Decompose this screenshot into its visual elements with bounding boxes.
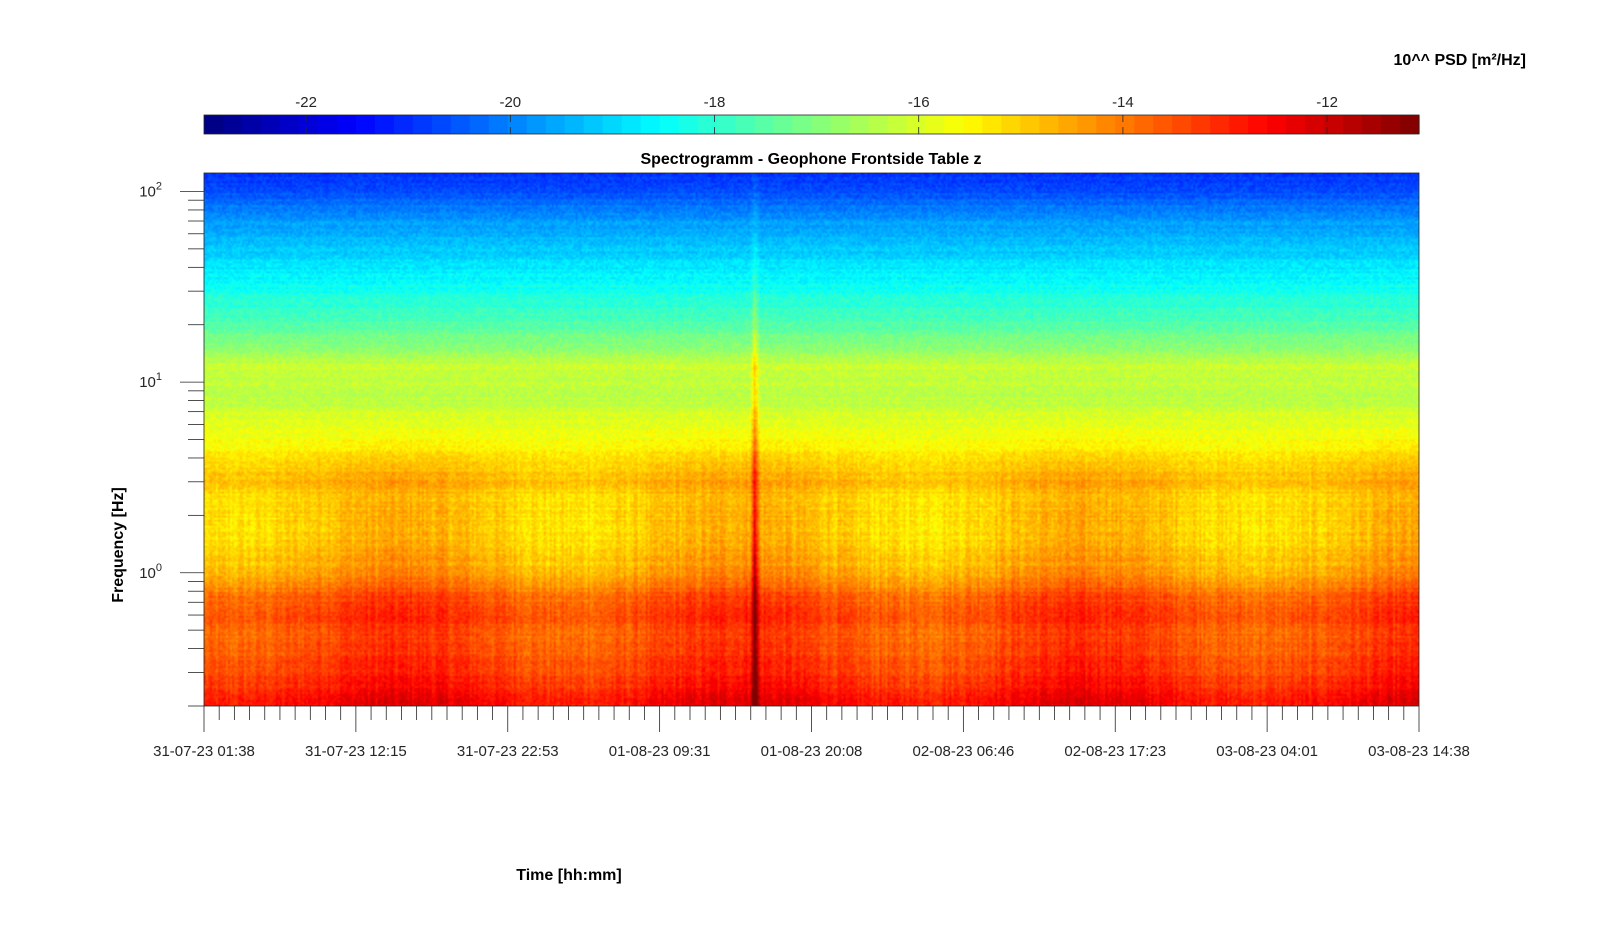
colorbar-swatch bbox=[355, 115, 376, 134]
colorbar-swatch bbox=[1210, 115, 1230, 134]
colorbar-swatch bbox=[469, 115, 490, 134]
colorbar-swatch bbox=[583, 115, 604, 134]
colorbar-tick-label: -18 bbox=[704, 94, 726, 111]
x-tick-label: 31-07-23 01:38 bbox=[153, 743, 255, 760]
colorbar-swatch bbox=[1058, 115, 1078, 134]
x-tick-label: 01-08-23 09:31 bbox=[609, 743, 711, 760]
colorbar-swatch bbox=[450, 115, 471, 134]
colorbar-swatch bbox=[716, 115, 737, 134]
colorbar-swatch bbox=[1039, 115, 1059, 134]
x-tick-label: 31-07-23 12:15 bbox=[305, 743, 407, 760]
colorbar-swatch bbox=[1324, 115, 1344, 134]
y-axis-label: Frequency [Hz] bbox=[110, 487, 127, 603]
colorbar-swatch bbox=[944, 115, 964, 134]
colorbar-swatch bbox=[507, 115, 528, 134]
x-axis: 31-07-23 01:38 31-07-23 12:15 31-07-23 22:… bbox=[153, 706, 1470, 760]
colorbar-swatch bbox=[678, 115, 699, 134]
colorbar-swatch bbox=[830, 115, 851, 134]
colorbar-swatch bbox=[204, 115, 224, 134]
x-axis-label: Time [hh:mm] bbox=[516, 867, 621, 884]
y-tick-label: 100 bbox=[139, 562, 162, 582]
colorbar-swatch bbox=[868, 115, 889, 134]
colorbar-swatch bbox=[754, 115, 775, 134]
y-tick-label: 101 bbox=[139, 371, 162, 391]
colorbar-swatch bbox=[1362, 115, 1382, 134]
colorbar-swatch bbox=[1305, 115, 1325, 134]
colorbar-swatch bbox=[1096, 115, 1116, 134]
colorbar-swatch bbox=[393, 115, 414, 134]
colorbar-swatch bbox=[1172, 115, 1192, 134]
colorbar-swatch bbox=[887, 115, 908, 134]
chart-title: Spectrogramm - Geophone Frontside Table … bbox=[640, 151, 981, 168]
colorbar-swatch bbox=[849, 115, 870, 134]
colorbar-swatch bbox=[1267, 115, 1287, 134]
x-tick-label: 31-07-23 22:53 bbox=[457, 743, 559, 760]
colorbar-swatch bbox=[279, 115, 300, 134]
x-tick-label: 03-08-23 14:38 bbox=[1368, 743, 1470, 760]
colorbar-swatch bbox=[602, 115, 623, 134]
x-tick-label: 03-08-23 04:01 bbox=[1216, 743, 1318, 760]
colorbar-swatch bbox=[640, 115, 661, 134]
x-tick-label: 02-08-23 17:23 bbox=[1064, 743, 1166, 760]
colorbar-swatch bbox=[1400, 115, 1420, 134]
colorbar-swatch bbox=[1229, 115, 1249, 134]
colorbar-swatch bbox=[431, 115, 452, 134]
colorbar-swatch bbox=[1248, 115, 1268, 134]
colorbar-swatch bbox=[1077, 115, 1097, 134]
y-axis: 100 101 102 bbox=[139, 180, 204, 707]
colorbar-swatch bbox=[811, 115, 832, 134]
colorbar-tick-label: -16 bbox=[908, 94, 930, 111]
colorbar-swatch bbox=[963, 115, 983, 134]
x-tick-label: 02-08-23 06:46 bbox=[913, 743, 1015, 760]
colorbar-swatch bbox=[298, 115, 319, 134]
colorbar-tick-label: -14 bbox=[1112, 94, 1134, 111]
colorbar-swatch bbox=[659, 115, 680, 134]
colorbar-swatch bbox=[241, 115, 262, 134]
colorbar-swatch bbox=[982, 115, 1002, 134]
colorbar-swatch bbox=[526, 115, 547, 134]
colorbar-swatch bbox=[1020, 115, 1040, 134]
colorbar-swatch bbox=[412, 115, 433, 134]
colorbar-swatch bbox=[336, 115, 357, 134]
colorbar-swatch bbox=[621, 115, 642, 134]
spectrogram-heatmap bbox=[204, 173, 1419, 706]
colorbar-swatch bbox=[1134, 115, 1154, 134]
colorbar: -22 -20 -18 -16 -14 -12 bbox=[203, 94, 1420, 135]
colorbar-swatch bbox=[488, 115, 509, 134]
colorbar-swatch bbox=[374, 115, 395, 134]
colorbar-swatch bbox=[773, 115, 794, 134]
colorbar-swatch bbox=[1286, 115, 1306, 134]
colorbar-swatch bbox=[906, 115, 926, 134]
colorbar-swatch bbox=[545, 115, 566, 134]
colorbar-swatch bbox=[925, 115, 945, 134]
colorbar-tick-label: -20 bbox=[499, 94, 521, 111]
y-tick-label: 102 bbox=[139, 180, 162, 200]
colorbar-swatch bbox=[697, 115, 718, 134]
colorbar-tick-label: -12 bbox=[1316, 94, 1338, 111]
colorbar-swatch bbox=[222, 115, 243, 134]
colorbar-swatch bbox=[1115, 115, 1135, 134]
colorbar-swatch bbox=[260, 115, 281, 134]
colorbar-swatch bbox=[1343, 115, 1363, 134]
colorbar-swatch bbox=[792, 115, 813, 134]
colorbar-frame bbox=[203, 114, 1420, 135]
colorbar-swatch bbox=[1153, 115, 1173, 134]
colorbar-swatch bbox=[1191, 115, 1211, 134]
spectrogram-plot-area bbox=[203, 172, 1420, 707]
colorbar-swatch bbox=[1001, 115, 1021, 134]
colorbar-swatch bbox=[317, 115, 338, 134]
colorbar-swatch bbox=[735, 115, 756, 134]
colorbar-swatch bbox=[1381, 115, 1401, 134]
colorbar-label: 10^^ PSD [m²/Hz] bbox=[1394, 52, 1526, 69]
colorbar-swatch bbox=[564, 115, 585, 134]
colorbar-tick-label: -22 bbox=[295, 94, 317, 111]
x-tick-label: 01-08-23 20:08 bbox=[761, 743, 863, 760]
